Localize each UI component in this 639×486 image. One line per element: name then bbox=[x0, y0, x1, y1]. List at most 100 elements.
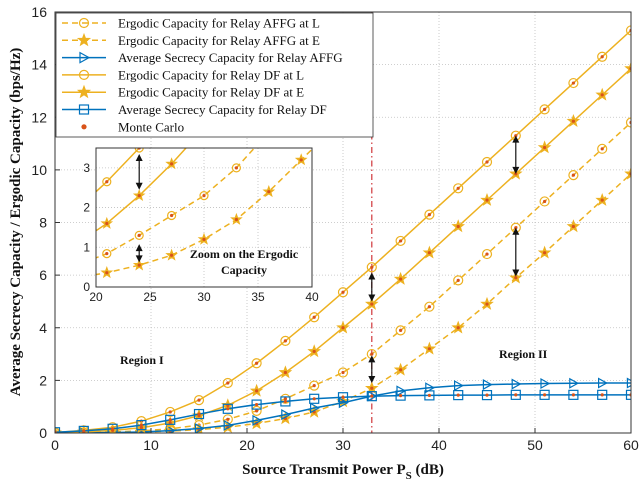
monte-carlo-point bbox=[170, 162, 174, 166]
series-marker-triangle-right bbox=[454, 380, 464, 392]
legend-entry: Average Secrecy Capacity for Relay DF bbox=[62, 102, 327, 117]
monte-carlo-point bbox=[202, 194, 206, 198]
monte-carlo-point bbox=[543, 251, 547, 255]
series-marker-circle bbox=[134, 148, 144, 153]
double-arrow bbox=[512, 135, 520, 174]
y-tick-label: 6 bbox=[39, 267, 47, 283]
monte-carlo-point bbox=[226, 381, 230, 385]
legend-entry: Monte Carlo bbox=[81, 119, 184, 134]
monte-carlo-point bbox=[485, 393, 489, 397]
x-axis-label: Source Transmit Power PS (dB) bbox=[242, 462, 444, 482]
series-marker-square bbox=[251, 399, 262, 410]
monte-carlo-point bbox=[168, 410, 172, 414]
inset-series bbox=[69, 148, 312, 283]
legend-marker bbox=[78, 104, 90, 115]
monte-carlo-point bbox=[399, 394, 403, 398]
inset-x-tick-label: 35 bbox=[251, 290, 265, 304]
arrow-head bbox=[368, 294, 376, 302]
series-marker-star bbox=[624, 61, 631, 75]
monte-carlo-point bbox=[399, 239, 403, 243]
legend-marker bbox=[78, 69, 90, 81]
x-tick-label: 0 bbox=[51, 437, 59, 453]
legend-entry: Ergodic Capacity for Relay DF at L bbox=[62, 67, 304, 82]
monte-carlo-point bbox=[73, 210, 76, 213]
inset-annotation: Zoom on the Ergodic Capacity bbox=[190, 247, 299, 277]
monte-carlo-point bbox=[105, 271, 109, 275]
arrow-head bbox=[512, 227, 520, 235]
arrow-head bbox=[135, 244, 143, 252]
monte-carlo-point bbox=[370, 386, 374, 390]
y-tick-label: 10 bbox=[31, 162, 47, 178]
inset-y-tick-label: 1 bbox=[83, 240, 90, 254]
series-marker-circle bbox=[424, 301, 435, 312]
series-line bbox=[55, 121, 631, 433]
monte-carlo-point bbox=[456, 224, 460, 229]
monte-carlo-point bbox=[283, 370, 287, 375]
series-marker-square bbox=[280, 396, 291, 407]
inset-x-tick-label: 20 bbox=[89, 290, 103, 304]
series-marker-star bbox=[624, 166, 631, 180]
series-marker-circle bbox=[199, 191, 209, 201]
series-marker-circle bbox=[453, 275, 464, 286]
series-marker-circle bbox=[481, 248, 493, 260]
series-marker-circle bbox=[539, 196, 550, 207]
monte-carlo-point bbox=[543, 199, 547, 204]
series-marker-circle bbox=[222, 377, 233, 389]
series-marker-square bbox=[395, 390, 406, 401]
double-arrow bbox=[135, 153, 143, 190]
arrow-head bbox=[135, 255, 143, 263]
series-marker-star bbox=[69, 273, 79, 283]
x-tick-label: 40 bbox=[431, 437, 447, 453]
double-arrow bbox=[368, 272, 376, 302]
monte-carlo-point bbox=[571, 81, 576, 85]
monte-carlo-point bbox=[370, 302, 374, 306]
inset-annotation-line-1: Zoom on the Ergodic bbox=[190, 247, 299, 261]
series-marker-triangle-right bbox=[310, 402, 320, 414]
monte-carlo-point bbox=[226, 407, 230, 411]
monte-carlo-point bbox=[600, 55, 604, 59]
monte-carlo-point bbox=[197, 412, 201, 416]
series-marker-triangle-right bbox=[597, 377, 608, 389]
series-marker-square bbox=[481, 390, 493, 401]
monte-carlo-point bbox=[255, 361, 259, 365]
legend: Ergodic Capacity for Relay AFFG at L Ergo… bbox=[55, 12, 374, 138]
series-marker-triangle-right bbox=[626, 377, 631, 389]
inset-zoom-plot: 20 25 30 35 40 0 1 2 3 Zoom on the Ergodic Capacit… bbox=[69, 147, 319, 304]
y-tick-label: 12 bbox=[31, 109, 47, 125]
series-marker-square bbox=[539, 389, 550, 400]
series-marker-circle bbox=[309, 380, 320, 391]
series-marker-circle bbox=[597, 51, 608, 62]
monte-carlo-point bbox=[255, 409, 259, 413]
series-marker-circle bbox=[102, 177, 112, 187]
monte-carlo-point bbox=[399, 368, 403, 372]
series-marker-triangle-right bbox=[194, 423, 205, 433]
y-axis-label: Average Secrecy Capacity / Ergodic Capac… bbox=[8, 48, 24, 397]
monte-carlo-point bbox=[234, 166, 238, 170]
x-tick-label: 10 bbox=[143, 437, 159, 453]
monte-carlo-point bbox=[341, 395, 345, 399]
arrow-head bbox=[512, 269, 520, 277]
legend-label: Ergodic Capacity for Relay DF at E bbox=[118, 85, 304, 100]
monte-carlo-point bbox=[73, 277, 76, 280]
monte-carlo-point bbox=[370, 352, 374, 356]
y-tick-label: 14 bbox=[31, 57, 47, 73]
series-marker-star bbox=[69, 240, 79, 250]
series-marker-triangle-right bbox=[482, 379, 493, 391]
monte-carlo-point bbox=[485, 302, 489, 306]
legend-marker bbox=[78, 17, 90, 29]
monte-carlo-point bbox=[105, 252, 109, 256]
legend-marker bbox=[76, 84, 92, 99]
legend-label: Ergodic Capacity for Relay AFFG at E bbox=[118, 33, 320, 48]
x-tick-label: 20 bbox=[239, 437, 255, 453]
monte-carlo-point bbox=[139, 426, 143, 430]
monte-carlo-point bbox=[543, 393, 547, 397]
series-marker-circle bbox=[481, 156, 493, 168]
legend-box bbox=[55, 12, 374, 138]
monte-carlo-point bbox=[571, 224, 576, 229]
arrow-head bbox=[368, 272, 376, 280]
monte-carlo-point bbox=[137, 263, 141, 267]
series-marker-circle bbox=[395, 325, 406, 336]
monte-carlo-point bbox=[571, 173, 576, 177]
series-marker-circle bbox=[424, 209, 435, 220]
